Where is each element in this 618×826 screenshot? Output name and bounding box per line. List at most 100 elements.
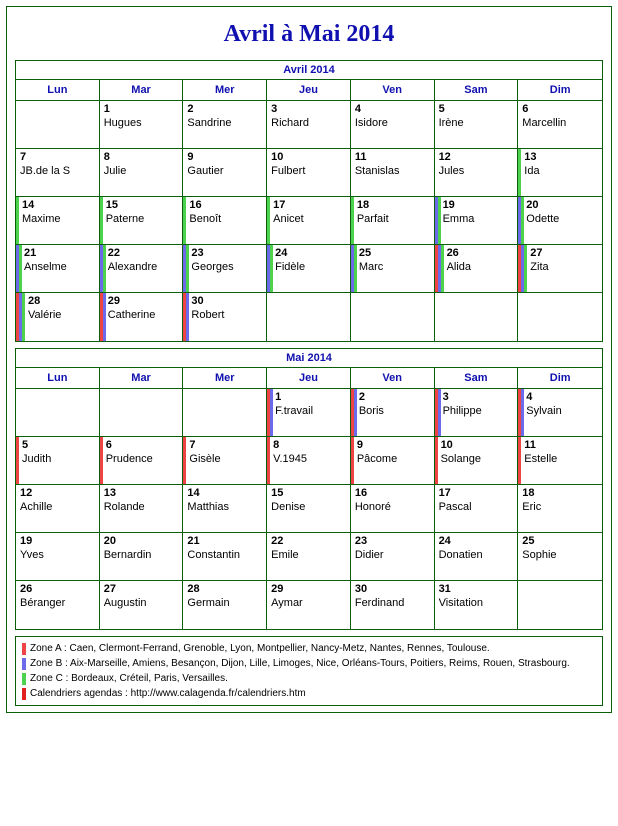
day-number: 6: [522, 103, 528, 115]
day-cell: 17Anicet: [267, 197, 351, 245]
day-cell: 13Ida: [518, 149, 602, 197]
legend-swatch: [22, 688, 26, 700]
saint-name: Irène: [439, 117, 464, 129]
day-number: 26: [20, 583, 32, 595]
day-number: 21: [24, 247, 36, 259]
zone-bar-a: [267, 437, 270, 484]
day-cell: 5Judith: [16, 437, 100, 485]
saint-name: Pascal: [439, 501, 472, 513]
day-cell: [518, 581, 602, 629]
zone-bars: [518, 149, 521, 196]
day-number: 20: [104, 535, 116, 547]
day-number: 11: [524, 439, 536, 451]
day-cell: 1F.travail: [267, 389, 351, 437]
zone-bars: [16, 197, 19, 244]
saint-name: Alexandre: [108, 261, 158, 273]
day-cell: 29 Catherine: [100, 293, 184, 341]
zone-bars: [100, 245, 106, 292]
zone-bar-c: [183, 197, 186, 244]
saint-name: Rolande: [104, 501, 145, 513]
saint-name: Honoré: [355, 501, 391, 513]
day-number: 29: [108, 295, 120, 307]
zone-bars: [267, 245, 273, 292]
day-cell: 29Aymar: [267, 581, 351, 629]
saint-name: Paterne: [106, 213, 145, 225]
saint-name: Julie: [104, 165, 127, 177]
calendar-container: Avril à Mai 2014 Avril 2014LunMarMerJeuV…: [6, 6, 612, 713]
day-cell: 24Fidèle: [267, 245, 351, 293]
zone-bar-c: [438, 197, 441, 244]
day-cell: 15Denise: [267, 485, 351, 533]
day-cell: 22Emile: [267, 533, 351, 581]
day-cell: 2Sandrine: [183, 101, 267, 149]
day-cell: 5Irène: [435, 101, 519, 149]
day-cell: 22 Alexandre: [100, 245, 184, 293]
saint-name: Jules: [439, 165, 465, 177]
day-cell: 4Sylvain: [518, 389, 602, 437]
saint-name: Sylvain: [526, 405, 561, 417]
day-number: 17: [439, 487, 451, 499]
day-cell: 8Julie: [100, 149, 184, 197]
saint-name: Estelle: [524, 453, 557, 465]
day-cell: 18Parfait: [351, 197, 435, 245]
day-cell: [435, 293, 519, 341]
day-cell: 21Anselme: [16, 245, 100, 293]
zone-bar-b: [186, 293, 189, 341]
day-cell: 2Boris: [351, 389, 435, 437]
saint-name: Germain: [187, 597, 229, 609]
day-number: 13: [104, 487, 116, 499]
dow-cell: Mer: [183, 80, 267, 100]
day-number: 4: [355, 103, 361, 115]
zone-bars: [351, 245, 357, 292]
day-number: 30: [191, 295, 203, 307]
saint-name: Georges: [191, 261, 233, 273]
zone-bars: [100, 197, 103, 244]
saint-name: Alida: [447, 261, 471, 273]
legend-text: Zone A : Caen, Clermont-Ferrand, Grenobl…: [30, 641, 490, 656]
day-cell: 4Isidore: [351, 101, 435, 149]
legend-row: Zone C : Bordeaux, Créteil, Paris, Versa…: [22, 671, 596, 686]
day-cell: [518, 293, 602, 341]
day-cell: 30Ferdinand: [351, 581, 435, 629]
dow-cell: Dim: [518, 368, 602, 388]
day-number: 3: [271, 103, 277, 115]
day-number: 17: [273, 199, 285, 211]
day-cell: 7 JB.de la S: [16, 149, 100, 197]
saint-name: JB.de la S: [20, 165, 70, 177]
saint-name: Prudence: [106, 453, 153, 465]
saint-name: Emma: [443, 213, 475, 225]
zone-bars: [100, 293, 106, 341]
saint-name: Achille: [20, 501, 52, 513]
dow-cell: Sam: [435, 368, 519, 388]
day-number: 23: [355, 535, 367, 547]
saint-name: Stanislas: [355, 165, 400, 177]
saint-name: Eric: [522, 501, 541, 513]
day-number: 28: [187, 583, 199, 595]
day-cell: 21Constantin: [183, 533, 267, 581]
saint-name: Richard: [271, 117, 309, 129]
zone-bars: [351, 389, 357, 436]
legend-swatch: [22, 643, 26, 655]
saint-name: Gautier: [187, 165, 223, 177]
saint-name: Boris: [359, 405, 384, 417]
saint-name: Augustin: [104, 597, 147, 609]
zone-bar-c: [270, 245, 273, 292]
day-cell: 12Jules: [435, 149, 519, 197]
day-number: 7: [20, 151, 26, 163]
saint-name: Catherine: [108, 309, 156, 321]
day-number: 27: [104, 583, 116, 595]
month-box: Mai 2014LunMarMerJeuVenSamDim1F.travail2…: [15, 348, 603, 630]
month-title: Mai 2014: [16, 349, 602, 367]
saint-name: Didier: [355, 549, 384, 561]
day-cell: 16Honoré: [351, 485, 435, 533]
day-number: 22: [108, 247, 120, 259]
zone-bar-a: [100, 437, 103, 484]
legend-row: Zone B : Aix-Marseille, Amiens, Besançon…: [22, 656, 596, 671]
saint-name: Matthias: [187, 501, 229, 513]
day-cell: [267, 293, 351, 341]
dow-cell: Jeu: [267, 80, 351, 100]
day-number: 19: [20, 535, 32, 547]
saint-name: Emile: [271, 549, 299, 561]
day-cell: 11Stanislas: [351, 149, 435, 197]
day-number: 19: [443, 199, 455, 211]
